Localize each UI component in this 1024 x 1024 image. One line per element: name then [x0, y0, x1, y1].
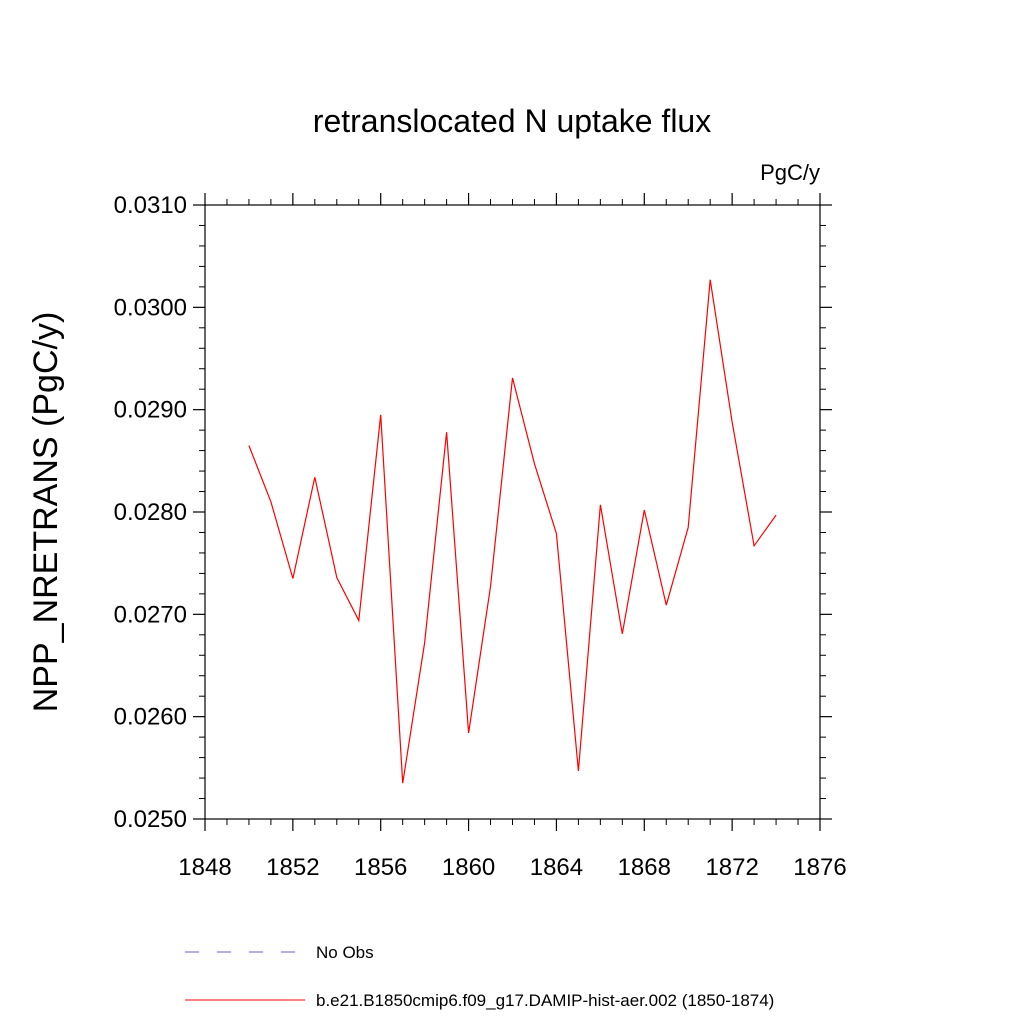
y-tick-label: 0.0250: [114, 806, 187, 833]
y-tick-label: 0.0270: [114, 601, 187, 628]
x-tick-label: 1856: [354, 854, 407, 881]
x-tick-label: 1868: [618, 854, 671, 881]
x-tick-label: 1872: [705, 854, 758, 881]
chart-title: retranslocated N uptake flux: [313, 103, 711, 139]
y-tick-label: 0.0260: [114, 704, 187, 731]
y-tick-label: 0.0280: [114, 499, 187, 526]
x-tick-label: 1876: [793, 854, 846, 881]
y-tick-label: 0.0300: [114, 294, 187, 321]
legend: No Obs b.e21.B1850cmip6.f09_g17.DAMIP-his…: [185, 943, 774, 1010]
legend-label: b.e21.B1850cmip6.f09_g17.DAMIP-hist-aer.…: [316, 991, 774, 1010]
units-label: PgC/y: [760, 160, 820, 185]
x-tick-label: 1860: [442, 854, 495, 881]
x-tick-label: 1848: [178, 854, 231, 881]
legend-label: No Obs: [316, 943, 374, 962]
x-tick-label: 1864: [530, 854, 583, 881]
y-tick-label: 0.0290: [114, 397, 187, 424]
plot-frame: [204, 204, 821, 820]
y-tick-label: 0.0310: [114, 192, 187, 219]
x-tick-label: 1852: [266, 854, 319, 881]
y-axis-title: NPP_NRETRANS (PgC/y): [27, 312, 65, 713]
series-line: [248, 279, 777, 784]
ticks-layer: 1848 1852 1856 1860 1864 1868 1872 1876 0.0250 0.…: [114, 192, 847, 881]
series-layer: [248, 279, 777, 784]
